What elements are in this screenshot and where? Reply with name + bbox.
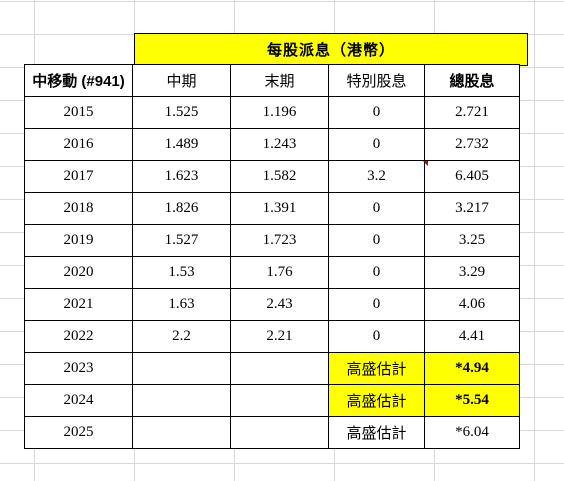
table-row: 2018 1.826 1.391 0 3.217 [24, 192, 520, 225]
year-cell[interactable]: 2019 [24, 224, 133, 257]
final-cell[interactable]: 1.196 [230, 96, 329, 129]
table-row: 2017 1.623 1.582 3.2 6.405 [24, 160, 520, 193]
interim-cell[interactable]: 1.527 [132, 224, 231, 257]
table-row: 2022 2.2 2.21 0 4.41 [24, 320, 520, 353]
interim-cell[interactable]: 1.53 [132, 256, 231, 289]
special-cell[interactable]: 高盛估計 [328, 416, 425, 449]
table-row: 2015 1.525 1.196 0 2.721 [24, 96, 520, 129]
year-cell[interactable]: 2018 [24, 192, 133, 225]
interim-cell[interactable]: 1.826 [132, 192, 231, 225]
year-cell[interactable]: 2022 [24, 320, 133, 353]
header-company[interactable]: 中移動 (#941) [24, 64, 133, 97]
interim-cell[interactable] [132, 384, 231, 417]
special-cell[interactable]: 高盛估計 [328, 384, 425, 417]
year-cell[interactable]: 2017 [24, 160, 133, 193]
table-row: 2019 1.527 1.723 0 3.25 [24, 224, 520, 257]
table-row: 2021 1.63 2.43 0 4.06 [24, 288, 520, 321]
table-row: 2024 高盛估計 *5.54 [24, 384, 520, 417]
header-final[interactable]: 末期 [230, 64, 329, 97]
total-cell[interactable]: *5.54 [424, 384, 520, 417]
special-cell[interactable]: 0 [328, 96, 425, 129]
total-cell[interactable]: 3.217 [424, 192, 520, 225]
header-row: 中移動 (#941) 中期 末期 特別股息 總股息 [24, 64, 520, 97]
year-cell[interactable]: 2020 [24, 256, 133, 289]
interim-cell[interactable] [132, 416, 231, 449]
interim-cell[interactable]: 1.63 [132, 288, 231, 321]
special-cell[interactable]: 高盛估計 [328, 352, 425, 385]
year-cell[interactable]: 2023 [24, 352, 133, 385]
final-cell[interactable] [230, 416, 329, 449]
special-cell[interactable]: 0 [328, 320, 425, 353]
final-cell[interactable]: 2.43 [230, 288, 329, 321]
dividend-table: 中移動 (#941) 中期 末期 特別股息 總股息 2015 1.525 1.196… [24, 64, 520, 449]
year-cell[interactable]: 2024 [24, 384, 133, 417]
interim-cell[interactable]: 1.489 [132, 128, 231, 161]
table-row: 2016 1.489 1.243 0 2.732 [24, 128, 520, 161]
total-cell[interactable]: 3.29 [424, 256, 520, 289]
special-cell[interactable]: 0 [328, 192, 425, 225]
table-row: 2020 1.53 1.76 0 3.29 [24, 256, 520, 289]
header-interim[interactable]: 中期 [132, 64, 231, 97]
total-cell[interactable]: 4.41 [424, 320, 520, 353]
table-row: 2025 高盛估計 *6.04 [24, 416, 520, 449]
total-cell[interactable]: 3.25 [424, 224, 520, 257]
total-cell[interactable]: 2.721 [424, 96, 520, 129]
table-row: 2023 高盛估計 *4.94 [24, 352, 520, 385]
final-cell[interactable] [230, 352, 329, 385]
special-cell[interactable]: 0 [328, 256, 425, 289]
interim-cell[interactable]: 2.2 [132, 320, 231, 353]
final-cell[interactable]: 1.243 [230, 128, 329, 161]
table-title[interactable]: 每股派息（港幣） [134, 33, 528, 66]
comment-marker [423, 161, 428, 166]
total-cell[interactable]: *4.94 [424, 352, 520, 385]
header-total[interactable]: 總股息 [424, 64, 520, 97]
special-cell[interactable]: 3.2 [328, 160, 425, 193]
total-cell[interactable]: 6.405 [424, 160, 520, 193]
final-cell[interactable]: 1.582 [230, 160, 329, 193]
special-cell[interactable]: 0 [328, 224, 425, 257]
total-cell[interactable]: *6.04 [424, 416, 520, 449]
year-cell[interactable]: 2015 [24, 96, 133, 129]
special-cell[interactable]: 0 [328, 128, 425, 161]
year-cell[interactable]: 2021 [24, 288, 133, 321]
special-cell[interactable]: 0 [328, 288, 425, 321]
header-special[interactable]: 特別股息 [328, 64, 425, 97]
interim-cell[interactable] [132, 352, 231, 385]
final-cell[interactable]: 1.723 [230, 224, 329, 257]
total-cell[interactable]: 2.732 [424, 128, 520, 161]
interim-cell[interactable]: 1.525 [132, 96, 231, 129]
final-cell[interactable]: 1.76 [230, 256, 329, 289]
final-cell[interactable]: 2.21 [230, 320, 329, 353]
final-cell[interactable]: 1.391 [230, 192, 329, 225]
interim-cell[interactable]: 1.623 [132, 160, 231, 193]
total-cell[interactable]: 4.06 [424, 288, 520, 321]
year-cell[interactable]: 2025 [24, 416, 133, 449]
year-cell[interactable]: 2016 [24, 128, 133, 161]
final-cell[interactable] [230, 384, 329, 417]
